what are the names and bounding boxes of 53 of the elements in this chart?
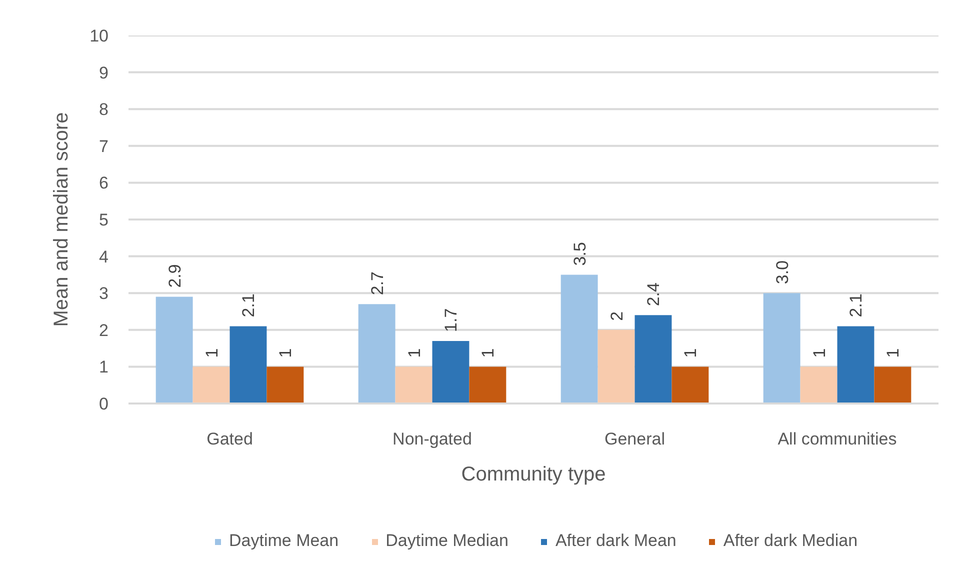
data-label: 3.0 [772, 260, 792, 284]
y-tick-label: 10 [90, 26, 109, 46]
legend-label: Daytime Median [386, 531, 508, 551]
data-label: 1 [276, 348, 296, 358]
y-tick-label: 0 [99, 394, 109, 414]
data-label: 1 [404, 348, 424, 358]
y-tick-label: 1 [99, 358, 109, 377]
x-tick-label: Gated [206, 430, 253, 448]
data-label: 2.9 [165, 264, 184, 288]
y-tick-label: 8 [99, 100, 109, 120]
legend-label: After dark Mean [555, 531, 676, 551]
bar [192, 366, 230, 404]
x-tick-label: Non-gated [392, 430, 472, 448]
y-tick-label: 3 [99, 284, 109, 304]
legend-label: Daytime Mean [229, 531, 339, 551]
bar [358, 304, 396, 404]
bar [230, 326, 267, 404]
data-label: 1 [681, 348, 700, 358]
y-tick-label: 7 [99, 136, 109, 156]
data-label: 1 [810, 348, 829, 358]
data-label: 1 [202, 348, 222, 358]
bar [763, 293, 800, 404]
legend-label: After dark Median [723, 531, 858, 551]
data-label: 2.4 [644, 282, 664, 306]
data-label: 1 [884, 348, 903, 358]
x-tick-label: All communities [778, 430, 897, 448]
bar [874, 366, 912, 404]
bar [837, 326, 874, 404]
data-label: 2.1 [239, 294, 258, 318]
data-label: 2.1 [846, 294, 866, 318]
y-tick-label: 5 [99, 210, 109, 230]
bar [432, 340, 470, 404]
bar [598, 330, 635, 404]
y-tick-label: 9 [99, 63, 109, 82]
bar [266, 366, 304, 404]
data-label: 1 [478, 348, 498, 358]
bar [469, 366, 506, 404]
y-tick-label: 4 [99, 247, 109, 266]
bar [800, 366, 838, 404]
bar [156, 296, 193, 404]
data-label: 2 [607, 311, 626, 321]
y-tick-label: 6 [99, 174, 109, 193]
bar [395, 366, 432, 404]
x-tick-label: General [604, 430, 665, 448]
bar [560, 274, 598, 404]
y-axis-title: Mean and median score [50, 112, 73, 327]
data-label: 2.7 [368, 272, 387, 296]
y-tick-label: 2 [99, 320, 109, 340]
data-label: 1.7 [442, 308, 461, 332]
data-label: 3.5 [570, 242, 590, 266]
bar [634, 315, 672, 404]
x-axis-title: Community type [461, 464, 606, 486]
bar [672, 366, 709, 404]
